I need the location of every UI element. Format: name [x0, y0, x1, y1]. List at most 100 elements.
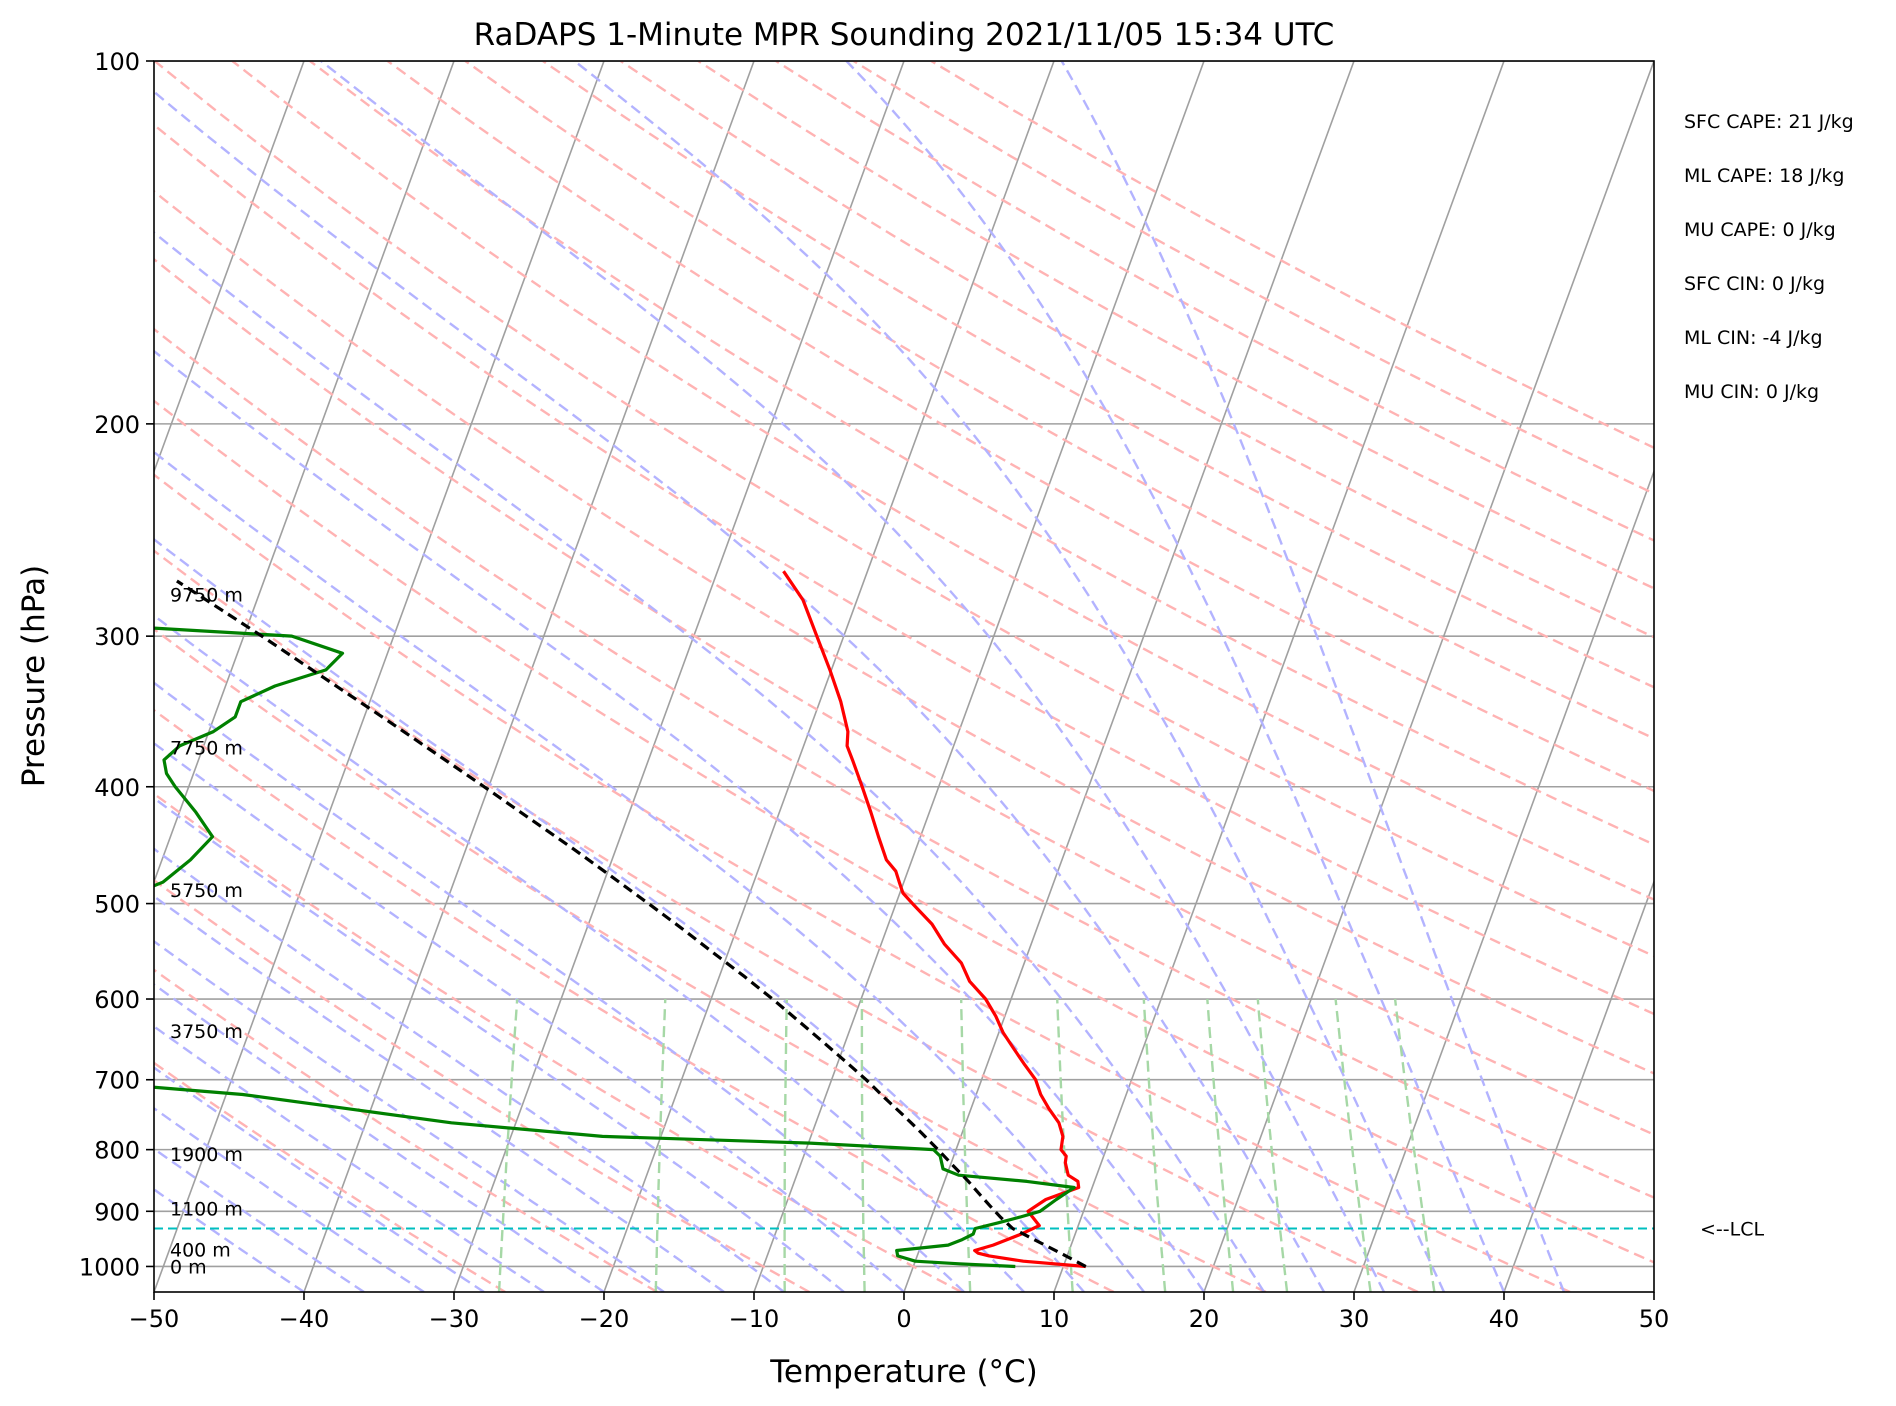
isotherm-line [603, 61, 1055, 1292]
stability-index-label: ML CAPE: 18 J/kg [1684, 165, 1844, 187]
stability-index-label: SFC CIN: 0 J/kg [1684, 273, 1825, 295]
moist-adiabat-line [154, 90, 1326, 1292]
x-tick-label: −40 [279, 1305, 330, 1333]
y-tick-label: 700 [94, 1067, 140, 1095]
x-axis-ticks: −50 −40 −30 −20 −10 0 10 20 30 40 50 [129, 1292, 1670, 1333]
isotherm-line [154, 61, 305, 474]
stability-indices: SFC CAPE: 21 J/kg ML CAPE: 18 J/kg MU CAPE… [1684, 111, 1854, 403]
stability-index-label: ML CIN: -4 J/kg [1684, 327, 1823, 349]
dewpoint-line [154, 626, 1076, 1269]
isotherm-line [903, 61, 1355, 1292]
moist-adiabat-line [154, 894, 725, 1292]
x-tick-label: −10 [729, 1305, 780, 1333]
temperature-line [782, 570, 1086, 1269]
mixing-ratio-line [654, 998, 667, 1292]
dry-adiabat-line [386, 61, 1654, 793]
dry-adiabat-line [930, 61, 1654, 450]
y-axis-ticks: 1000 900 800 700 600 500 400 300 200 100 [79, 48, 154, 1281]
y-tick-label: 800 [94, 1137, 140, 1165]
profile-series [154, 570, 1087, 1269]
isotherm-line [1353, 469, 1654, 1292]
dry-adiabat-line [154, 61, 1654, 958]
isotherm-line [303, 61, 755, 1292]
x-tick-label: −50 [129, 1305, 180, 1333]
dry-adiabat-line [154, 792, 963, 1292]
moist-adiabat-line [154, 847, 785, 1292]
moist-adiabat-line [154, 1025, 545, 1292]
x-tick-label: 0 [896, 1305, 911, 1333]
dry-adiabat-line [542, 61, 1654, 689]
x-tick-label: 40 [1489, 1305, 1520, 1333]
isotherm-line [0, 61, 4, 1292]
stability-index-label: MU CIN: 0 J/kg [1684, 381, 1819, 403]
height-label: 0 m [170, 1256, 207, 1278]
y-tick-label: 1000 [79, 1253, 140, 1281]
dry-adiabat-line [154, 189, 1654, 1075]
y-tick-label: 900 [94, 1198, 140, 1226]
height-label: 7750 m [170, 737, 243, 759]
dry-adiabat-line [154, 549, 1419, 1292]
stability-index-label: MU CAPE: 0 J/kg [1684, 219, 1836, 241]
dry-adiabat-line [154, 473, 1571, 1292]
dry-adiabat-line [775, 61, 1654, 542]
isotherm-line [1053, 61, 1505, 1292]
parcel-line [176, 579, 1087, 1268]
dry-adiabat-line [309, 61, 1654, 846]
isotherm-line [1503, 879, 1654, 1292]
isotherm-line [154, 61, 605, 1292]
moist-adiabat-line [845, 61, 1506, 1292]
dry-adiabat-line [619, 61, 1654, 639]
y-tick-label: 500 [94, 891, 140, 919]
y-axis-label: Pressure (hPa) [16, 565, 52, 787]
mixing-ratio-line [1393, 998, 1436, 1292]
dry-adiabat-line [154, 399, 1654, 1264]
dry-adiabat-line [154, 327, 1654, 1199]
mixing-ratio-line [1056, 998, 1074, 1292]
moist-adiabat-line [154, 796, 845, 1292]
mixing-ratio-line [1334, 998, 1372, 1292]
height-label: 400 m [170, 1239, 231, 1261]
mixing-ratio-line [960, 998, 972, 1292]
moist-adiabat-line [154, 614, 1025, 1292]
moist-adiabat-line [154, 231, 1266, 1292]
y-tick-label: 600 [94, 986, 140, 1014]
x-tick-label: 30 [1339, 1305, 1370, 1333]
y-tick-label: 200 [94, 411, 140, 439]
moist-adiabat-line [154, 983, 605, 1292]
moist-adiabat-line [154, 681, 965, 1292]
moist-adiabat-line [154, 1147, 365, 1292]
dry-adiabat-line [154, 708, 1115, 1292]
height-label: 3750 m [170, 1021, 243, 1043]
height-label: 1100 m [170, 1198, 243, 1220]
dry-adiabat-line [852, 61, 1654, 495]
mixing-ratio-line [860, 999, 866, 1292]
isotherm-line [1653, 1289, 1654, 1292]
isotherm-line [154, 61, 455, 884]
x-tick-label: 50 [1639, 1305, 1670, 1333]
isotherm-line [1203, 61, 1654, 1292]
mixing-ratio-line [1206, 998, 1235, 1292]
y-tick-label: 100 [94, 48, 140, 76]
chart-title: RaDAPS 1-Minute MPR Sounding 2021/11/05 … [474, 17, 1335, 53]
x-tick-label: −30 [429, 1305, 480, 1333]
dry-adiabat-line [154, 257, 1654, 1136]
mixing-ratio-line [497, 998, 519, 1292]
moist-adiabat-line [1060, 61, 1566, 1292]
dry-adiabat-line [154, 627, 1267, 1292]
moist-adiabat-line [154, 1066, 485, 1292]
mixing-ratio-line [783, 998, 788, 1292]
height-label: 9750 m [170, 584, 243, 606]
x-tick-label: −20 [579, 1305, 630, 1333]
isotherm-line [453, 61, 905, 1292]
height-label: 5750 m [170, 880, 243, 902]
x-axis-label: Temperature (°C) [769, 1354, 1038, 1390]
y-tick-label: 300 [94, 623, 140, 651]
dry-adiabat-line [154, 123, 1654, 1016]
lcl-line-layer: <--LCL [154, 1218, 1764, 1240]
dry-adiabat-line [697, 61, 1654, 590]
height-labels: 9750 m 7750 m 5750 m 3750 m 1900 m 1100 m 400 … [170, 584, 243, 1278]
mixing-ratio-line [1256, 998, 1289, 1292]
y-tick-label: 400 [94, 774, 140, 802]
moist-adiabat-line [154, 1106, 425, 1292]
mixing-ratio-line [1142, 998, 1167, 1292]
